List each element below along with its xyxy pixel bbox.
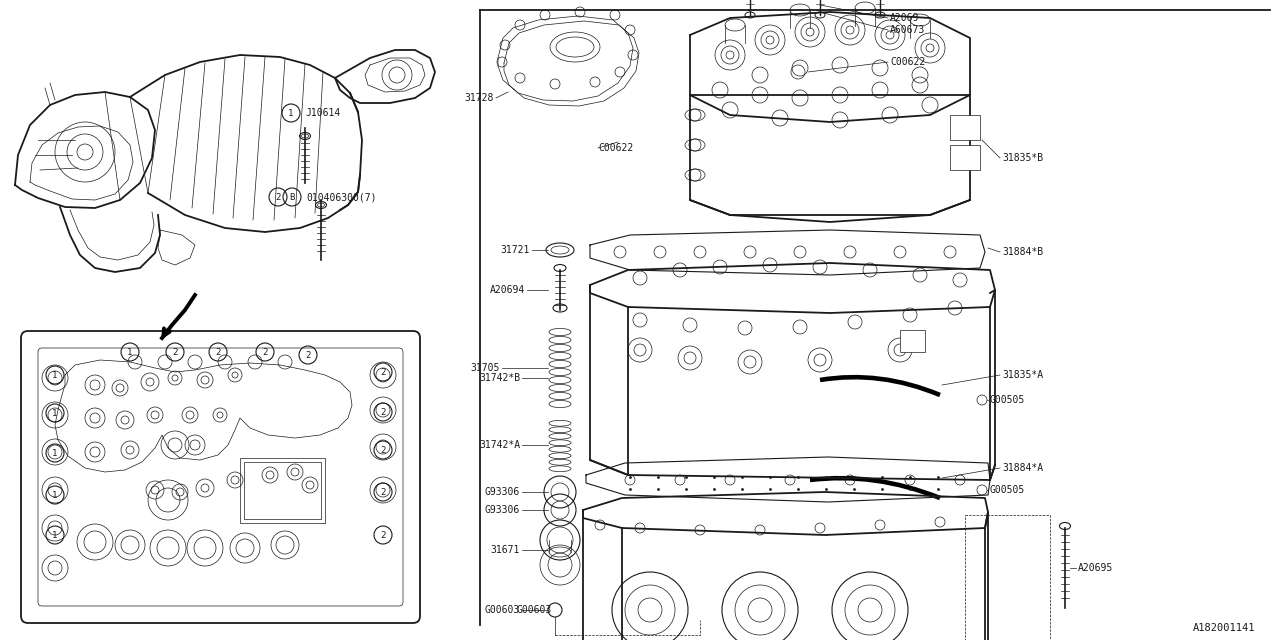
Text: A60673: A60673 [890, 25, 925, 35]
Text: B: B [289, 193, 294, 202]
Bar [950, 145, 980, 170]
Text: 31721: 31721 [500, 245, 530, 255]
Text: 010406300(7): 010406300(7) [306, 192, 376, 202]
Text: 2: 2 [380, 531, 385, 540]
Text: 2: 2 [173, 348, 178, 356]
Text: 2: 2 [380, 488, 385, 497]
Text: 1: 1 [52, 371, 58, 380]
Text: A2069: A2069 [890, 13, 919, 23]
Text: 31884*A: 31884*A [1002, 463, 1043, 473]
Text: A20695: A20695 [1078, 563, 1114, 573]
Text: 31742*B: 31742*B [479, 373, 520, 383]
Text: 2: 2 [275, 193, 280, 202]
Text: 2: 2 [380, 367, 385, 376]
Text: 2: 2 [380, 445, 385, 454]
Text: 1: 1 [288, 109, 293, 118]
Text: 1: 1 [52, 408, 58, 417]
Text: 31835*B: 31835*B [1002, 153, 1043, 163]
Text: 31835*A: 31835*A [1002, 370, 1043, 380]
Bar [900, 330, 925, 352]
Text: C00622: C00622 [598, 143, 634, 153]
Text: G00505: G00505 [989, 485, 1025, 495]
Bar [241, 458, 325, 523]
Bar [244, 462, 321, 519]
Text: G00603: G00603 [517, 605, 552, 615]
Text: 31705: 31705 [471, 363, 500, 373]
Text: A182001141: A182001141 [1193, 623, 1254, 633]
Text: 1: 1 [52, 490, 58, 499]
Text: G00603: G00603 [485, 605, 520, 615]
Text: 2: 2 [380, 408, 385, 417]
Text: 31728: 31728 [465, 93, 494, 103]
Text: G93306: G93306 [485, 487, 520, 497]
Text: 1: 1 [52, 449, 58, 458]
Text: 2: 2 [306, 351, 311, 360]
Text: 31884*B: 31884*B [1002, 247, 1043, 257]
Bar [965, 515, 1050, 640]
FancyBboxPatch shape [20, 331, 420, 623]
Bar [950, 115, 980, 140]
Text: C00622: C00622 [890, 57, 925, 67]
Text: 1: 1 [127, 348, 133, 356]
Text: J10614: J10614 [305, 108, 340, 118]
Text: G00505: G00505 [989, 395, 1025, 405]
Text: 31742*A: 31742*A [479, 440, 520, 450]
Text: G93306: G93306 [485, 505, 520, 515]
Text: 2: 2 [215, 348, 220, 356]
Text: 2: 2 [262, 348, 268, 356]
Text: A20694: A20694 [490, 285, 525, 295]
Text: 31671: 31671 [490, 545, 520, 555]
Text: 1: 1 [52, 531, 58, 540]
